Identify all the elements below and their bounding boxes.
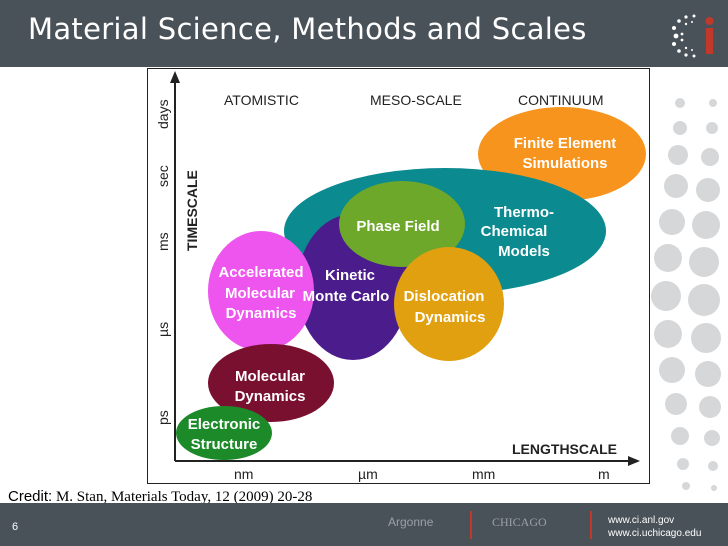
footer-bar: 6 Argonne CHICAGO www.ci.anl.gov www.ci.… <box>0 503 728 546</box>
label-thermo-chemical-1: Thermo- <box>494 204 554 221</box>
ellipse-molecular-dynamics <box>208 344 334 422</box>
ellipse-dislocation-dynamics <box>394 247 504 361</box>
header-continuum: CONTINUUM <box>518 92 604 108</box>
label-kinetic-mc-2: Monte Carlo <box>303 288 390 305</box>
uchicago-logo: CHICAGO <box>492 515 547 529</box>
x-tick-mm: mm <box>472 466 495 482</box>
footer-divider-1 <box>470 511 472 539</box>
figure-credit: Credit: M. Stan, Materials Today, 12 (20… <box>8 488 312 506</box>
footer-url-uchicago[interactable]: www.ci.uchicago.edu <box>608 528 702 539</box>
label-electronic-2: Structure <box>191 436 258 453</box>
label-molecular-dynamics-2: Dynamics <box>235 388 306 405</box>
label-finite-element-1: Finite Element <box>514 135 617 152</box>
ci-logo <box>672 14 714 58</box>
label-finite-element-2: Simulations <box>522 155 607 172</box>
credit-label: Credit: <box>8 488 53 505</box>
header-atomistic: ATOMISTIC <box>224 92 299 108</box>
label-thermo-chemical-3: Models <box>498 243 550 260</box>
label-molecular-dynamics-1: Molecular <box>235 368 305 385</box>
x-axis-title: LENGTHSCALE <box>512 441 617 457</box>
label-accelerated-md-1: Accelerated <box>218 264 303 281</box>
x-tick-m: m <box>598 466 610 482</box>
x-tick-nm: nm <box>234 466 253 482</box>
slide-title: Material Science, Methods and Scales <box>28 12 587 46</box>
ellipse-accelerated-md <box>208 231 314 351</box>
footer-divider-2 <box>590 511 592 539</box>
ellipse-electronic-structure <box>176 406 272 460</box>
y-axis-arrow <box>170 71 180 83</box>
y-tick-ms: ms <box>155 232 171 251</box>
label-accelerated-md-3: Dynamics <box>226 305 297 322</box>
label-kinetic-mc-1: Kinetic <box>325 267 375 284</box>
y-tick-sec: sec <box>155 165 171 187</box>
y-tick-days: days <box>155 99 171 129</box>
y-tick-ps: ps <box>155 410 171 425</box>
label-dislocation-1: Dislocation <box>404 288 485 305</box>
argonne-logo: Argonne <box>388 515 434 529</box>
x-tick-um: µm <box>358 466 378 482</box>
label-phase-field: Phase Field <box>356 218 439 235</box>
label-accelerated-md-2: Molecular <box>225 285 295 302</box>
x-axis-arrow <box>628 456 640 466</box>
credit-text: M. Stan, Materials Today, 12 (2009) 20-2… <box>55 489 313 505</box>
page-number: 6 <box>12 521 19 533</box>
multiscale-diagram: ATOMISTIC MESO-SCALE CONTINUUM TIMESCALE… <box>155 71 646 482</box>
multiscale-figure: ATOMISTIC MESO-SCALE CONTINUUM TIMESCALE… <box>147 68 650 484</box>
label-dislocation-2: Dynamics <box>415 309 486 326</box>
label-electronic-1: Electronic <box>188 416 261 433</box>
y-axis-title: TIMESCALE <box>184 170 200 251</box>
footer-url-anl[interactable]: www.ci.anl.gov <box>608 515 675 526</box>
label-thermo-chemical-2: Chemical <box>481 223 548 240</box>
ellipse-phase-field <box>339 181 465 267</box>
y-tick-us: µs <box>155 322 171 337</box>
title-bar: Material Science, Methods and Scales <box>0 0 728 67</box>
header-meso-scale: MESO-SCALE <box>370 92 462 108</box>
